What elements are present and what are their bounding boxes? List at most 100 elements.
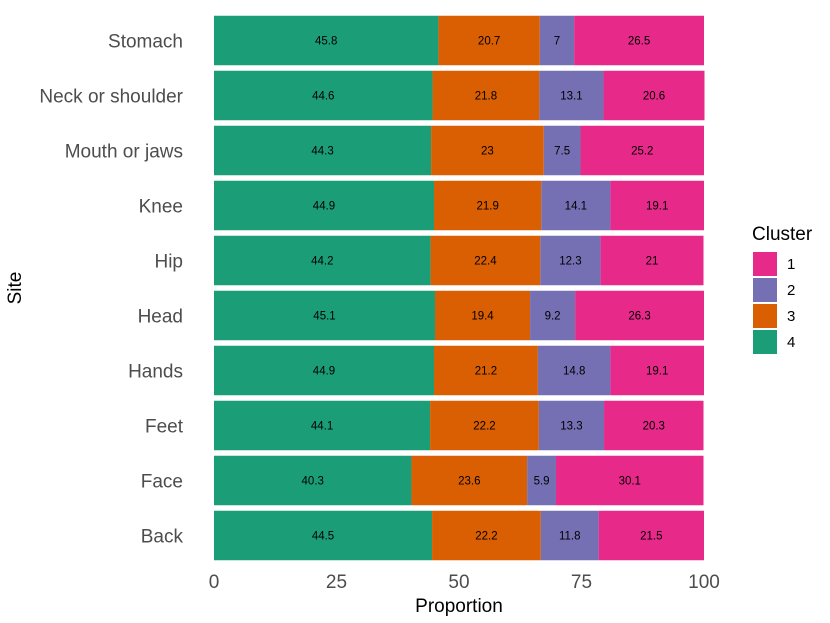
bar-neck-or-shoulder-cluster-4 xyxy=(214,70,433,121)
bar-head-cluster-1 xyxy=(575,290,704,341)
bar-hands-cluster-1 xyxy=(610,345,704,396)
bar-label-knee-cluster-4: 44.9 xyxy=(313,201,335,213)
bar-mouth-or-jaws-cluster-4 xyxy=(214,125,432,176)
y-tick-label-hip: Hip xyxy=(154,252,183,273)
bar-label-stomach-cluster-1: 26.5 xyxy=(628,36,650,48)
bar-hands-cluster-4 xyxy=(214,345,435,396)
bar-hands-cluster-2 xyxy=(537,345,611,396)
bar-label-knee-cluster-1: 19.1 xyxy=(646,201,668,213)
legend-swatch-cluster-4 xyxy=(753,330,777,354)
x-tick-label-100: 100 xyxy=(688,572,720,593)
bar-neck-or-shoulder-cluster-1 xyxy=(603,70,705,121)
bar-label-back-cluster-2: 11.8 xyxy=(559,531,581,543)
bar-label-neck-or-shoulder-cluster-3: 21.8 xyxy=(475,91,497,103)
y-tick-label-knee: Knee xyxy=(139,197,183,218)
y-tick-label-face: Face xyxy=(141,472,183,493)
x-axis-tick-labels: 0 25 50 75 100 xyxy=(209,572,720,593)
bar-back-cluster-1 xyxy=(598,510,704,561)
bar-knee-cluster-2 xyxy=(541,180,611,231)
legend-label-cluster-3: 3 xyxy=(787,308,795,325)
bar-neck-or-shoulder-cluster-3 xyxy=(432,70,540,121)
legend-swatch-cluster-3 xyxy=(753,304,777,328)
bar-label-face-cluster-3: 23.6 xyxy=(458,476,480,488)
bar-label-hip-cluster-2: 12.3 xyxy=(559,256,581,268)
bar-label-stomach-cluster-4: 45.8 xyxy=(315,36,337,48)
bar-label-mouth-or-jaws-cluster-2: 7.5 xyxy=(554,146,570,158)
bar-hip-cluster-3 xyxy=(430,235,541,286)
y-tick-label-mouth-or-jaws: Mouth or jaws xyxy=(65,142,183,163)
legend-swatch-cluster-2 xyxy=(753,278,777,302)
bar-mouth-or-jaws-cluster-2 xyxy=(543,125,581,176)
bar-label-neck-or-shoulder-cluster-4: 44.6 xyxy=(312,91,334,103)
bar-label-feet-cluster-3: 22.2 xyxy=(473,421,495,433)
bar-face-cluster-3 xyxy=(411,455,528,506)
bar-label-head-cluster-2: 9.2 xyxy=(545,311,561,323)
bar-head-cluster-4 xyxy=(214,290,435,341)
x-tick-label-0: 0 xyxy=(209,572,220,593)
bar-label-mouth-or-jaws-cluster-3: 23 xyxy=(481,146,494,158)
bar-label-head-cluster-1: 26.3 xyxy=(628,311,650,323)
bar-label-face-cluster-2: 5.9 xyxy=(534,476,550,488)
bar-label-back-cluster-3: 22.2 xyxy=(475,531,497,543)
bar-label-neck-or-shoulder-cluster-1: 20.6 xyxy=(643,91,665,103)
bar-stomach-cluster-3 xyxy=(438,15,540,66)
bar-label-stomach-cluster-3: 20.7 xyxy=(478,36,500,48)
bar-label-face-cluster-4: 40.3 xyxy=(302,476,324,488)
bar-back-cluster-2 xyxy=(540,510,599,561)
bar-knee-cluster-3 xyxy=(434,180,542,231)
bar-hands-cluster-3 xyxy=(434,345,538,396)
bar-mouth-or-jaws-cluster-1 xyxy=(580,125,704,176)
bar-hip-cluster-1 xyxy=(600,235,704,286)
bar-knee-cluster-1 xyxy=(610,180,704,231)
bar-label-hands-cluster-1: 19.1 xyxy=(646,366,668,378)
legend: Cluster 1 2 3 4 xyxy=(752,224,813,354)
bar-label-mouth-or-jaws-cluster-1: 25.2 xyxy=(631,146,653,158)
bar-label-knee-cluster-3: 21.9 xyxy=(476,201,498,213)
bar-head-cluster-2 xyxy=(530,290,576,341)
y-tick-label-back: Back xyxy=(141,527,184,548)
legend-label-cluster-4: 4 xyxy=(787,334,795,351)
bar-feet-cluster-1 xyxy=(604,400,704,451)
bar-mouth-or-jaws-cluster-3 xyxy=(431,125,544,176)
bar-neck-or-shoulder-cluster-2 xyxy=(539,70,604,121)
bar-label-hip-cluster-3: 22.4 xyxy=(474,256,497,268)
bar-label-hands-cluster-4: 44.9 xyxy=(313,366,335,378)
y-tick-label-stomach: Stomach xyxy=(108,32,183,53)
bar-face-cluster-2 xyxy=(527,455,557,506)
bar-label-feet-cluster-4: 44.1 xyxy=(311,421,333,433)
legend-label-cluster-1: 1 xyxy=(787,256,795,273)
bar-back-cluster-4 xyxy=(214,510,433,561)
bar-label-hip-cluster-1: 21 xyxy=(646,256,659,268)
bar-label-face-cluster-1: 30.1 xyxy=(619,476,641,488)
bar-stomach-cluster-4 xyxy=(214,15,439,66)
bar-label-back-cluster-4: 44.5 xyxy=(312,531,334,543)
bar-label-feet-cluster-2: 13.3 xyxy=(560,421,582,433)
bar-back-cluster-3 xyxy=(432,510,541,561)
legend-items: 1 2 3 4 xyxy=(753,252,795,354)
bar-head-cluster-3 xyxy=(434,290,531,341)
bar-feet-cluster-4 xyxy=(214,400,431,451)
y-tick-label-feet: Feet xyxy=(145,417,184,438)
bar-knee-cluster-4 xyxy=(214,180,435,231)
y-axis-title: Site xyxy=(5,272,26,305)
bar-label-head-cluster-4: 45.1 xyxy=(313,311,335,323)
y-tick-label-neck-or-shoulder: Neck or shoulder xyxy=(39,87,183,108)
legend-title: Cluster xyxy=(752,224,813,245)
bar-label-feet-cluster-1: 20.3 xyxy=(643,421,665,433)
legend-label-cluster-2: 2 xyxy=(787,282,795,299)
x-tick-label-25: 25 xyxy=(326,572,347,593)
bar-hip-cluster-4 xyxy=(214,235,431,286)
x-tick-label-50: 50 xyxy=(448,572,469,593)
bar-label-stomach-cluster-2: 7 xyxy=(554,36,560,48)
bar-label-hands-cluster-2: 14.8 xyxy=(563,366,585,378)
bar-face-cluster-1 xyxy=(556,455,704,506)
bar-label-hands-cluster-3: 21.2 xyxy=(475,366,497,378)
bar-feet-cluster-3 xyxy=(430,400,539,451)
bar-label-mouth-or-jaws-cluster-4: 44.3 xyxy=(311,146,333,158)
y-tick-label-hands: Hands xyxy=(128,362,183,383)
bar-stomach-cluster-1 xyxy=(574,15,704,66)
bar-label-neck-or-shoulder-cluster-2: 13.1 xyxy=(560,91,582,103)
bars-layer xyxy=(214,15,705,561)
bar-labels-layer: 45.8 20.7 7 26.5 44.6 21.8 13.1 20.6 44.3 23 7.5 25… xyxy=(302,36,669,543)
